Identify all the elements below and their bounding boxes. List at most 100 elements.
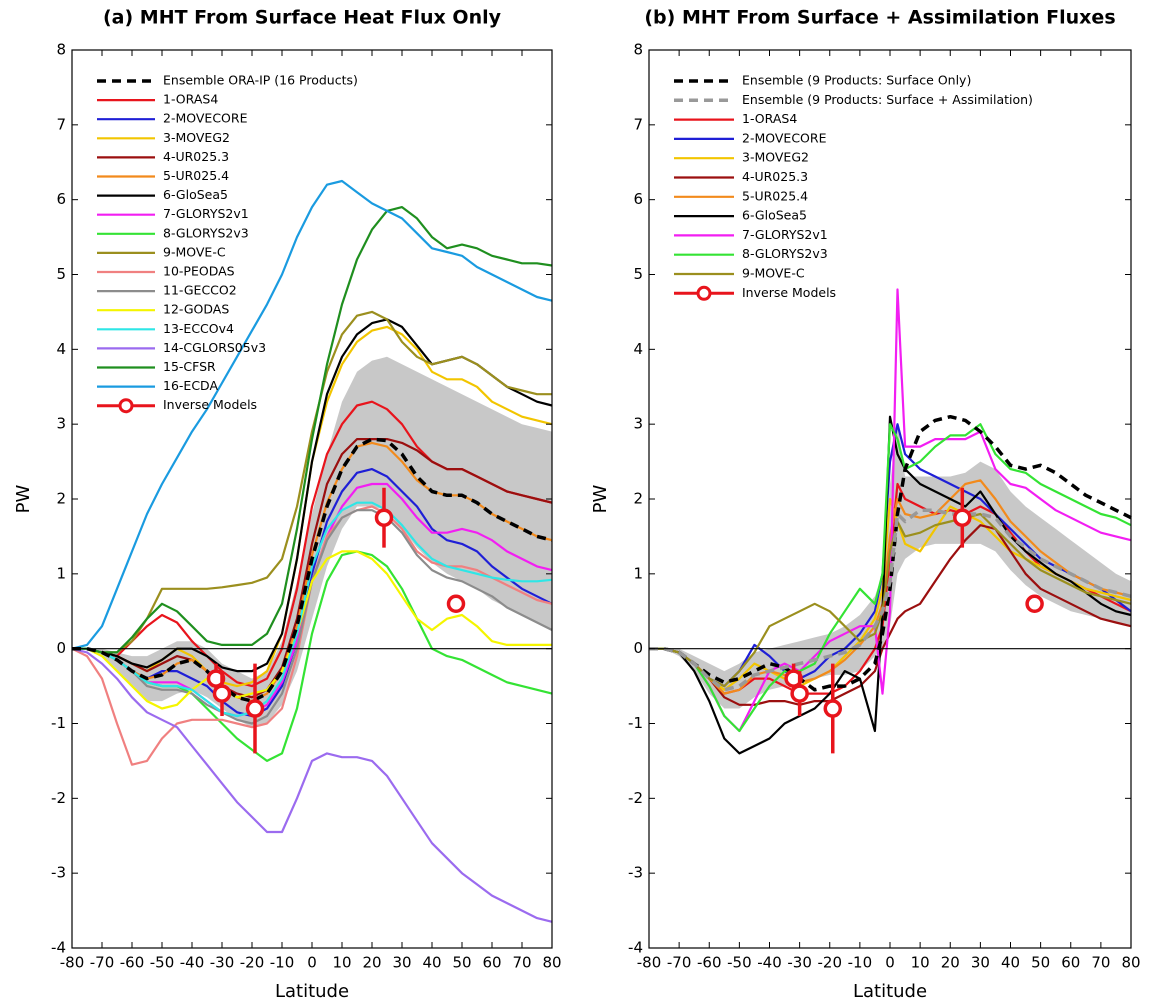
y-tick-label: 2 <box>56 490 66 508</box>
series-line <box>649 508 1132 692</box>
legend-swatch <box>696 285 712 301</box>
x-tick-label: -70 <box>90 954 115 972</box>
y-tick-label: 4 <box>56 340 66 358</box>
x-tick-label: -40 <box>757 954 782 972</box>
inverse-marker <box>245 699 265 718</box>
legend-label: Ensemble (9 Products: Surface Only) <box>742 73 971 88</box>
legend-label: 2-MOVECORE <box>163 111 248 126</box>
y-tick-label: 5 <box>56 265 66 283</box>
series-line <box>72 501 553 718</box>
x-tick-label: -60 <box>697 954 722 972</box>
x-tick-label: 10 <box>911 954 930 972</box>
x-tick-label: 70 <box>1091 954 1110 972</box>
legend-label: 7-GLORYS2v1 <box>163 206 249 221</box>
legend-label: 1-ORAS4 <box>742 111 797 126</box>
x-tick-label: -20 <box>240 954 265 972</box>
inverse-marker <box>212 684 232 703</box>
x-tick-label: 0 <box>307 954 317 972</box>
x-tick-label: -30 <box>787 954 812 972</box>
y-tick-label: 3 <box>56 415 66 433</box>
inverse-marker <box>953 508 972 527</box>
y-tick-label: -2 <box>628 789 643 807</box>
y-tick-label: 6 <box>633 190 643 208</box>
x-tick-label: 20 <box>941 954 960 972</box>
y-tick-label: 5 <box>633 265 643 283</box>
legend-label: 8-GLORYS2v3 <box>742 246 828 261</box>
legend-label: Inverse Models <box>742 285 836 300</box>
series-line <box>649 524 1132 706</box>
series-line <box>649 497 1132 691</box>
y-tick-label: -2 <box>51 789 66 807</box>
y-tick-label: -4 <box>628 939 643 957</box>
x-tick-label: -50 <box>150 954 175 972</box>
x-tick-label: 10 <box>332 954 351 972</box>
y-tick-label: 0 <box>633 639 643 657</box>
y-axis-label: PW <box>13 484 34 513</box>
x-tick-label: 80 <box>1121 954 1140 972</box>
x-tick-label: 80 <box>542 954 561 972</box>
legend-label: 4-UR025.3 <box>163 149 229 164</box>
x-tick-label: -40 <box>180 954 205 972</box>
legend-label: Ensemble (9 Products: Surface + Assimila… <box>742 92 1033 107</box>
series-line <box>649 512 1132 688</box>
series-line <box>72 550 552 710</box>
x-tick-label: 50 <box>1031 954 1050 972</box>
legend-label: 9-MOVE-C <box>163 244 226 259</box>
x-tick-label: 50 <box>452 954 471 972</box>
legend-label: 4-UR025.3 <box>742 169 808 184</box>
x-tick-label: 70 <box>512 954 531 972</box>
legend-label: 5-UR025.4 <box>163 168 229 183</box>
x-tick-label: -80 <box>60 954 85 972</box>
legend-label: 7-GLORYS2v1 <box>742 227 828 242</box>
legend-label: 3-MOVEG2 <box>163 130 230 145</box>
y-tick-label: 3 <box>633 415 643 433</box>
inverse-marker <box>1025 594 1044 614</box>
legend-label: 10-PEODAS <box>163 264 235 279</box>
y-tick-label: 4 <box>633 340 643 358</box>
legend-label: 6-GloSea5 <box>742 208 807 223</box>
y-tick-label: -4 <box>51 939 66 957</box>
x-tick-label: -70 <box>667 954 692 972</box>
y-tick-label: 1 <box>56 564 66 582</box>
chart-title: (a) MHT From Surface Heat Flux Only <box>103 7 502 29</box>
series-line <box>71 647 553 923</box>
legend-label: 16-ECDA <box>163 378 218 393</box>
legend-label: 3-MOVEG2 <box>742 150 809 165</box>
legend-label: 6-GloSea5 <box>163 187 228 202</box>
legend-label: 14-CGLORS05v3 <box>163 340 266 355</box>
legend-label: 5-UR025.4 <box>742 188 808 203</box>
inverse-marker <box>446 594 466 614</box>
x-tick-label: -30 <box>210 954 235 972</box>
y-tick-label: -3 <box>51 864 66 882</box>
chart-title: (b) MHT From Surface + Assimilation Flux… <box>644 7 1115 29</box>
legend-swatch <box>118 398 134 414</box>
x-axis-label: Latitude <box>853 981 927 1002</box>
legend-label: Ensemble ORA-IP (16 Products) <box>163 73 358 88</box>
x-tick-label: 40 <box>422 954 441 972</box>
x-tick-label: -50 <box>727 954 752 972</box>
legend-label: 12-GODAS <box>163 302 229 317</box>
inverse-marker <box>823 699 843 718</box>
legend-label: 9-MOVE-C <box>742 266 805 281</box>
y-tick-label: -3 <box>628 864 643 882</box>
legend-label: Inverse Models <box>163 397 257 412</box>
x-tick-label: 0 <box>885 954 895 972</box>
series-line <box>72 438 553 699</box>
y-tick-label: 7 <box>56 115 66 133</box>
y-axis-label: PW <box>590 484 611 513</box>
x-tick-label: 60 <box>1061 954 1080 972</box>
y-tick-label: -1 <box>628 714 643 732</box>
x-axis-label: Latitude <box>275 981 349 1002</box>
legend-label: 13-ECCOv4 <box>163 321 234 336</box>
y-tick-label: 8 <box>633 41 643 59</box>
x-tick-label: -60 <box>120 954 145 972</box>
x-tick-label: -10 <box>848 954 873 972</box>
series-line <box>71 179 553 650</box>
legend-label: 8-GLORYS2v3 <box>163 225 249 240</box>
y-tick-label: 6 <box>56 190 66 208</box>
inverse-marker <box>790 684 809 703</box>
y-tick-label: -1 <box>51 714 66 732</box>
series-line <box>72 310 552 654</box>
legend-label: 2-MOVECORE <box>742 130 827 145</box>
